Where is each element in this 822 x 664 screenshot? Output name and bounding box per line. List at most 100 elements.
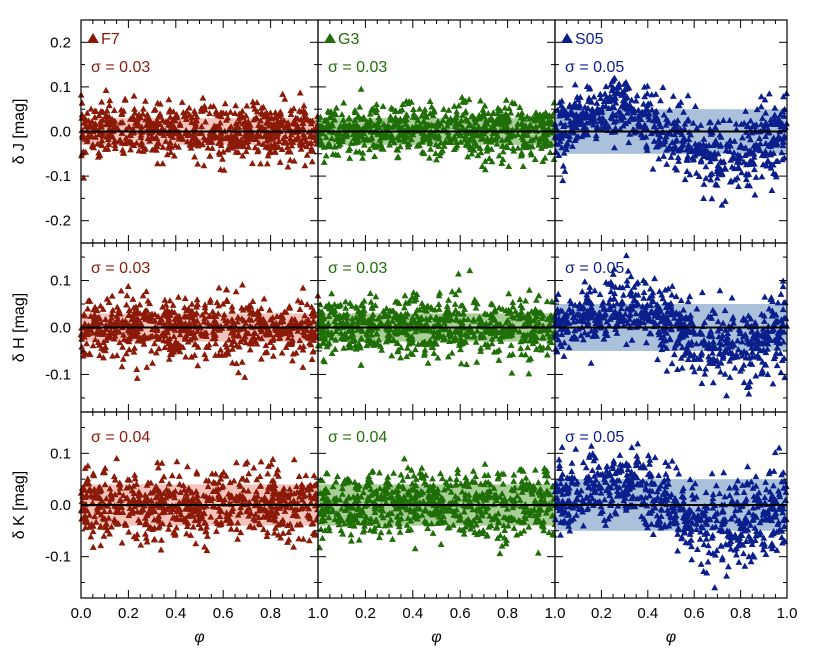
data-point (535, 319, 543, 326)
data-point (309, 333, 317, 340)
data-point (509, 298, 517, 306)
data-point (151, 340, 158, 347)
data-point (191, 124, 199, 131)
data-point (714, 327, 722, 334)
data-point (325, 304, 333, 311)
data-point (307, 120, 315, 127)
data-point (329, 122, 337, 129)
data-point (308, 355, 316, 363)
data-point (270, 320, 278, 327)
data-point (200, 162, 208, 169)
data-point (488, 340, 496, 347)
data-point (723, 392, 730, 399)
data-point (217, 165, 224, 173)
data-point (509, 350, 517, 357)
data-point (507, 341, 515, 348)
data-point (738, 169, 745, 176)
data-point (619, 284, 627, 291)
data-point (540, 124, 547, 131)
data-point (630, 283, 638, 290)
data-point (554, 306, 561, 313)
data-point (674, 117, 682, 124)
data-point (731, 137, 739, 144)
data-point (228, 316, 236, 323)
data-point (678, 137, 686, 144)
data-point (688, 352, 696, 359)
data-point (472, 304, 480, 311)
data-point (457, 346, 464, 353)
data-point (346, 145, 354, 152)
data-point (124, 327, 132, 334)
data-point (445, 119, 453, 126)
data-point (406, 337, 414, 344)
data-point (517, 152, 525, 159)
data-point (288, 525, 296, 532)
data-point (743, 320, 751, 327)
data-point (595, 315, 603, 322)
data-point (99, 132, 107, 139)
data-point (257, 117, 265, 124)
data-point (267, 330, 274, 338)
data-point (363, 341, 371, 349)
data-point (415, 141, 423, 148)
data-point (660, 312, 668, 319)
data-point (108, 292, 116, 299)
data-point (414, 340, 422, 347)
data-point (193, 470, 201, 477)
data-point (579, 114, 586, 121)
data-point (636, 115, 644, 122)
data-point (726, 325, 734, 332)
data-point (396, 131, 404, 138)
data-point (173, 524, 180, 531)
data-point (80, 174, 88, 181)
data-point (757, 347, 764, 354)
data-point (532, 134, 540, 141)
data-point (247, 337, 255, 344)
data-point (331, 345, 339, 352)
data-point (623, 101, 631, 108)
data-point (531, 305, 539, 312)
data-point (571, 81, 579, 88)
data-point (156, 319, 163, 326)
data-point (690, 368, 698, 375)
data-point (488, 145, 495, 152)
data-point (421, 346, 429, 353)
data-point (445, 106, 453, 113)
data-point (103, 112, 111, 119)
data-point (623, 104, 631, 112)
data-point (752, 345, 760, 352)
data-point (747, 136, 754, 143)
data-point (344, 327, 352, 334)
data-point (709, 379, 717, 386)
data-point (326, 113, 334, 120)
data-point (206, 152, 214, 159)
data-point (451, 300, 459, 307)
data-point (278, 349, 286, 356)
data-point (719, 319, 727, 326)
data-point (267, 316, 274, 323)
data-point (477, 344, 485, 351)
data-point (756, 146, 764, 154)
data-point (377, 145, 385, 152)
data-point (527, 354, 535, 362)
data-point (404, 331, 412, 338)
data-point (120, 107, 128, 114)
data-point (550, 155, 558, 162)
data-point (91, 303, 99, 310)
data-point (203, 532, 211, 539)
data-point (671, 344, 679, 351)
data-point (374, 122, 382, 129)
data-point (111, 144, 119, 151)
data-point (306, 320, 314, 327)
data-point (240, 142, 248, 149)
data-point (653, 115, 661, 122)
data-point (119, 491, 127, 499)
data-point (759, 369, 767, 376)
data-point (257, 482, 265, 489)
data-point (439, 116, 447, 123)
data-point (684, 297, 692, 305)
data-point (134, 115, 142, 122)
data-point (131, 344, 138, 351)
data-point (539, 132, 547, 139)
data-point (81, 115, 89, 122)
